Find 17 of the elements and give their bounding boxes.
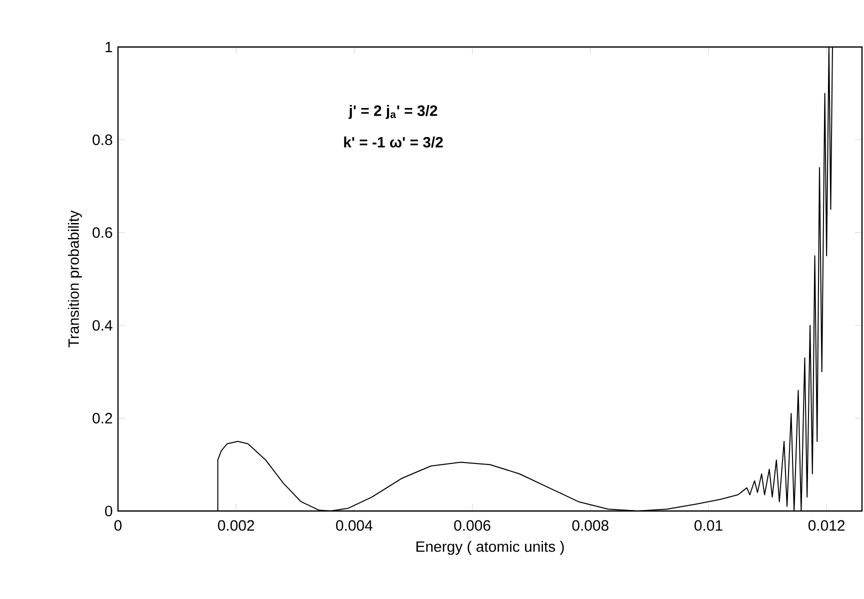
y-tick-label: 0.8 — [92, 134, 112, 146]
x-tick-label: 0 — [114, 520, 122, 531]
x-tick-label: 0.008 — [572, 520, 608, 531]
y-axis-title: Transition probability — [68, 210, 82, 348]
annotation: k' = -1 ω' = 3/2 — [344, 136, 443, 148]
y-tick-label: 1 — [106, 42, 112, 52]
x-tick-label: 0.002 — [218, 520, 254, 531]
text: j' = 2 j$_{a}$' = 3/2 — [348, 104, 438, 119]
x-tick-label: 0.012 — [808, 520, 845, 531]
y-tick-label: 0.2 — [92, 412, 112, 424]
y-tick-label: 0.4 — [92, 320, 112, 331]
x-tick-label: 0.01 — [694, 520, 722, 531]
x-axis-title: Energy ( atomic units ) — [416, 540, 564, 555]
x-tick-label: 0.004 — [336, 520, 372, 531]
y-tick-label: 0 — [105, 506, 112, 516]
y-tick-label: 0.6 — [92, 227, 112, 238]
x-tick-label: 0.006 — [454, 520, 490, 531]
